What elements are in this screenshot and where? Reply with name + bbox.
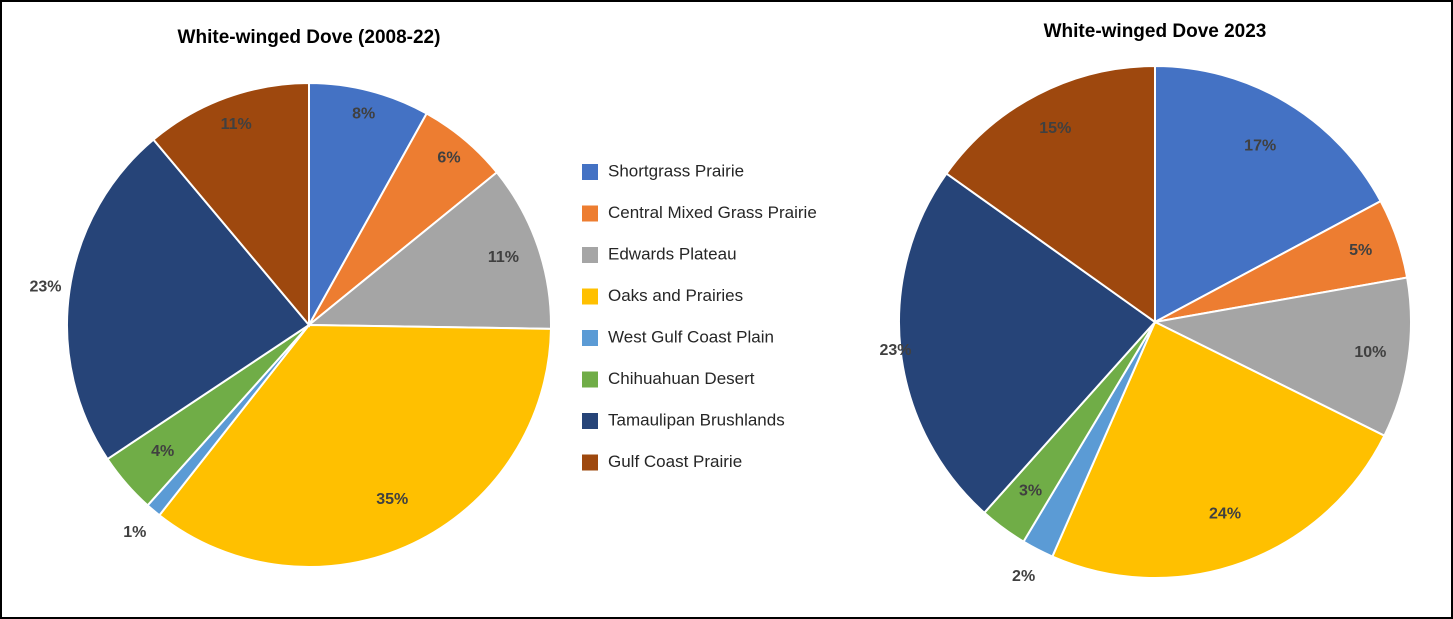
data-label: 23% [29,278,61,295]
legend-label: West Gulf Coast Plain [608,327,774,346]
data-label: 23% [879,342,911,359]
data-label: 4% [151,443,174,460]
pie-slice [945,64,1156,324]
pie-slice [152,81,310,328]
legend-swatch [582,371,598,388]
legend-swatch [582,288,598,305]
data-label: 1% [123,524,146,541]
data-label: 11% [488,249,519,266]
chart-title: White-winged Dove 2023 [1044,21,1267,42]
data-label: 2% [1012,568,1035,585]
data-label: 15% [1039,120,1071,137]
data-label: 3% [1019,482,1042,499]
legend-label: Oaks and Prairies [608,286,743,305]
legend-swatch [582,164,598,180]
pie-slice [898,172,1157,515]
legend-swatch [582,454,598,471]
legend-label: Tamaulipan Brushlands [608,410,785,429]
pie-slice [306,170,552,330]
data-label: 11% [221,116,252,133]
legend-label: Gulf Coast Prairie [608,452,742,471]
pie-slice [1154,64,1383,324]
data-label: 35% [376,491,408,508]
pie-slice [1151,276,1412,438]
pie-slice [1051,320,1386,579]
legend-label: Central Mixed Grass Prairie [608,203,817,222]
legend-label: Shortgrass Prairie [608,161,744,180]
legend-swatch [582,205,598,222]
data-label: 17% [1244,138,1276,155]
legend-swatch [582,330,598,346]
legend-swatch [582,247,598,263]
data-label: 10% [1354,344,1386,361]
chart-title: White-winged Dove (2008-22) [178,27,441,48]
pie-slice [158,323,552,568]
data-label: 24% [1209,506,1241,523]
pie-slice [66,138,311,461]
legend-label: Edwards Plateau [608,244,737,263]
pie-slice [308,81,429,329]
data-label: 5% [1349,242,1372,259]
data-label: 6% [437,149,460,166]
legend-swatch [582,413,598,429]
data-label: 8% [352,105,375,122]
legend-label: Chihuahuan Desert [608,369,755,388]
